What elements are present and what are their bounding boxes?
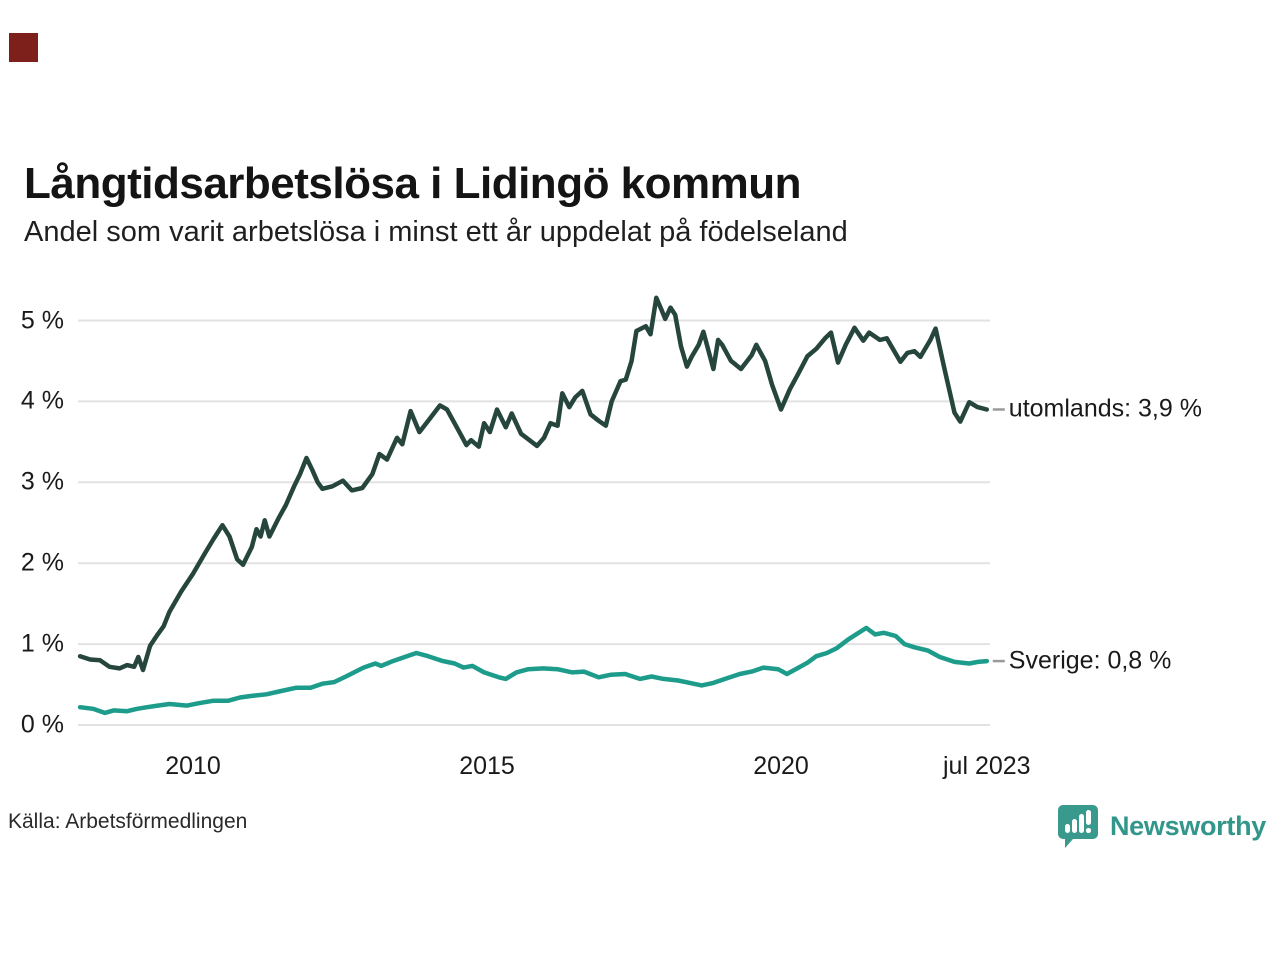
x-axis-tick-label: 2010 xyxy=(165,752,221,780)
chart-subtitle: Andel som varit arbetslösa i minst ett å… xyxy=(24,216,848,248)
series-line-sverige xyxy=(77,625,990,716)
y-axis-tick-label: 0 % xyxy=(20,710,64,739)
x-axis-tick-label: 2020 xyxy=(753,752,809,780)
brand-logo: Newsworthy xyxy=(1056,802,1266,850)
y-axis-tick-label: 5 % xyxy=(20,306,64,334)
series-line-utomlands xyxy=(77,295,990,673)
page-title: Långtidsarbetslösa i Lidingö kommun xyxy=(24,159,802,209)
y-axis-tick-label: 3 % xyxy=(20,467,64,496)
y-axis-tick-label: 1 % xyxy=(20,629,64,658)
click-marker xyxy=(9,33,38,62)
x-axis-tick-label: 2015 xyxy=(459,752,515,780)
y-axis-tick-label: 2 % xyxy=(20,548,64,577)
brand-name: Newsworthy xyxy=(1109,810,1266,841)
y-axis-tick-label: 4 % xyxy=(20,386,64,415)
newsworthy-icon xyxy=(1057,805,1098,848)
series-end-label-sverige: Sverige: 0,8 % xyxy=(1008,646,1172,675)
series-end-label-utomlands: utomlands: 3,9 % xyxy=(1008,394,1202,423)
source-note: Källa: Arbetsförmedlingen xyxy=(8,810,248,833)
x-axis-tick-label: jul 2023 xyxy=(943,752,1031,780)
